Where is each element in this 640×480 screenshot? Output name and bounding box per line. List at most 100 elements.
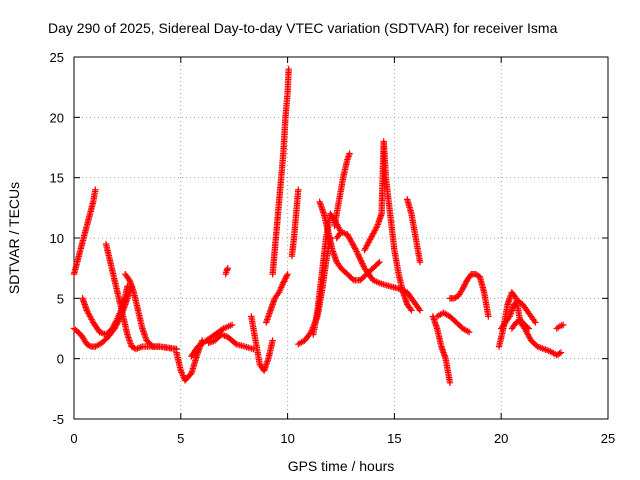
data-series-t9 [222,264,231,278]
data-point [354,249,361,257]
data-point [559,321,567,329]
data-point [524,324,531,331]
data-point [407,305,414,313]
data-point [525,325,533,332]
x-tick-label: 20 [494,431,508,446]
data-point [415,305,423,313]
data-point [112,319,119,327]
data-point [354,251,362,258]
chart-title: Day 290 of 2025, Sidereal Day-to-day VTE… [48,20,558,36]
data-series-t1 [70,186,99,278]
data-series-t26 [508,316,533,332]
x-tick-label: 0 [70,431,77,446]
data-point [349,275,356,283]
data-series-t23 [446,271,492,320]
data-point [351,245,359,252]
data-point [359,261,367,269]
data-point [281,276,288,284]
data-point [452,294,459,301]
data-point [485,313,492,320]
data-point [284,271,291,278]
data-point [359,260,366,267]
data-point [92,186,99,193]
data-point [112,318,120,325]
y-tick-label: -5 [52,412,64,427]
data-series-t25 [498,297,539,332]
data-series-t19 [361,138,415,314]
data-point [374,260,382,267]
data-series-t22 [433,309,473,336]
data-point [109,323,117,331]
data-point [557,349,565,356]
y-tick-label: 5 [57,291,64,306]
data-point [373,224,380,231]
data-point [511,293,519,301]
data-series-t15 [310,210,345,338]
data-point [461,281,469,288]
data-point [135,344,143,352]
x-axis-label: GPS time / hours [288,458,395,474]
data-point [86,342,93,349]
plot-frame [73,56,609,420]
data-series-t27 [553,321,567,332]
y-axis-label: SDTVAR / TECUs [6,182,22,294]
data-series-t8 [205,331,257,353]
data-point [416,307,424,314]
data-points [70,65,567,386]
x-tick-label: 25 [601,431,615,446]
data-point [460,282,468,290]
data-point [465,328,473,336]
data-point [356,254,363,261]
data-point [353,248,360,255]
data-series-t7 [188,321,236,360]
data-point [459,285,466,292]
data-point [269,337,276,344]
y-tick-label: 25 [50,50,64,65]
y-tick-label: 15 [50,171,64,186]
data-point [228,321,236,329]
data-series-t12 [269,65,292,278]
data-point [408,307,415,314]
data-point [110,322,118,329]
y-tick-label: 0 [57,352,64,367]
x-tick-labels: 0 5 10 15 20 25 [70,431,615,446]
x-tick-label: 10 [280,431,294,446]
x-tick-label: 5 [177,431,184,446]
data-series-t10 [248,313,276,374]
data-series-t5 [122,271,180,353]
data-point [280,278,288,285]
data-point [224,264,231,272]
data-point [357,257,365,264]
data-point [554,351,562,358]
data-point [231,339,239,347]
data-point [111,321,118,328]
data-point [283,272,291,279]
data-point [460,284,467,291]
y-tick-label: 10 [50,231,64,246]
data-series-t21 [429,313,454,386]
data-point [357,255,364,263]
y-tick-labels: -5 0 5 10 15 20 25 [50,50,64,427]
y-tick-label: 20 [50,110,64,125]
data-point [295,186,302,193]
data-point [282,273,290,281]
data-series-t20 [404,196,424,266]
data-point [462,279,469,287]
data-point [282,275,289,282]
data-series-t18 [333,228,424,314]
data-point [109,325,116,332]
data-point [473,271,481,279]
data-point [416,258,424,266]
data-point [285,65,292,73]
data-point [352,246,360,254]
data-point [532,319,539,326]
data-point [376,258,383,266]
x-tick-label: 15 [387,431,401,446]
data-point [280,279,287,286]
data-series-t6 [173,337,206,384]
data-point [556,350,563,357]
data-series-t13 [288,186,302,260]
data-point [358,258,365,266]
data-series-t17 [331,150,353,230]
